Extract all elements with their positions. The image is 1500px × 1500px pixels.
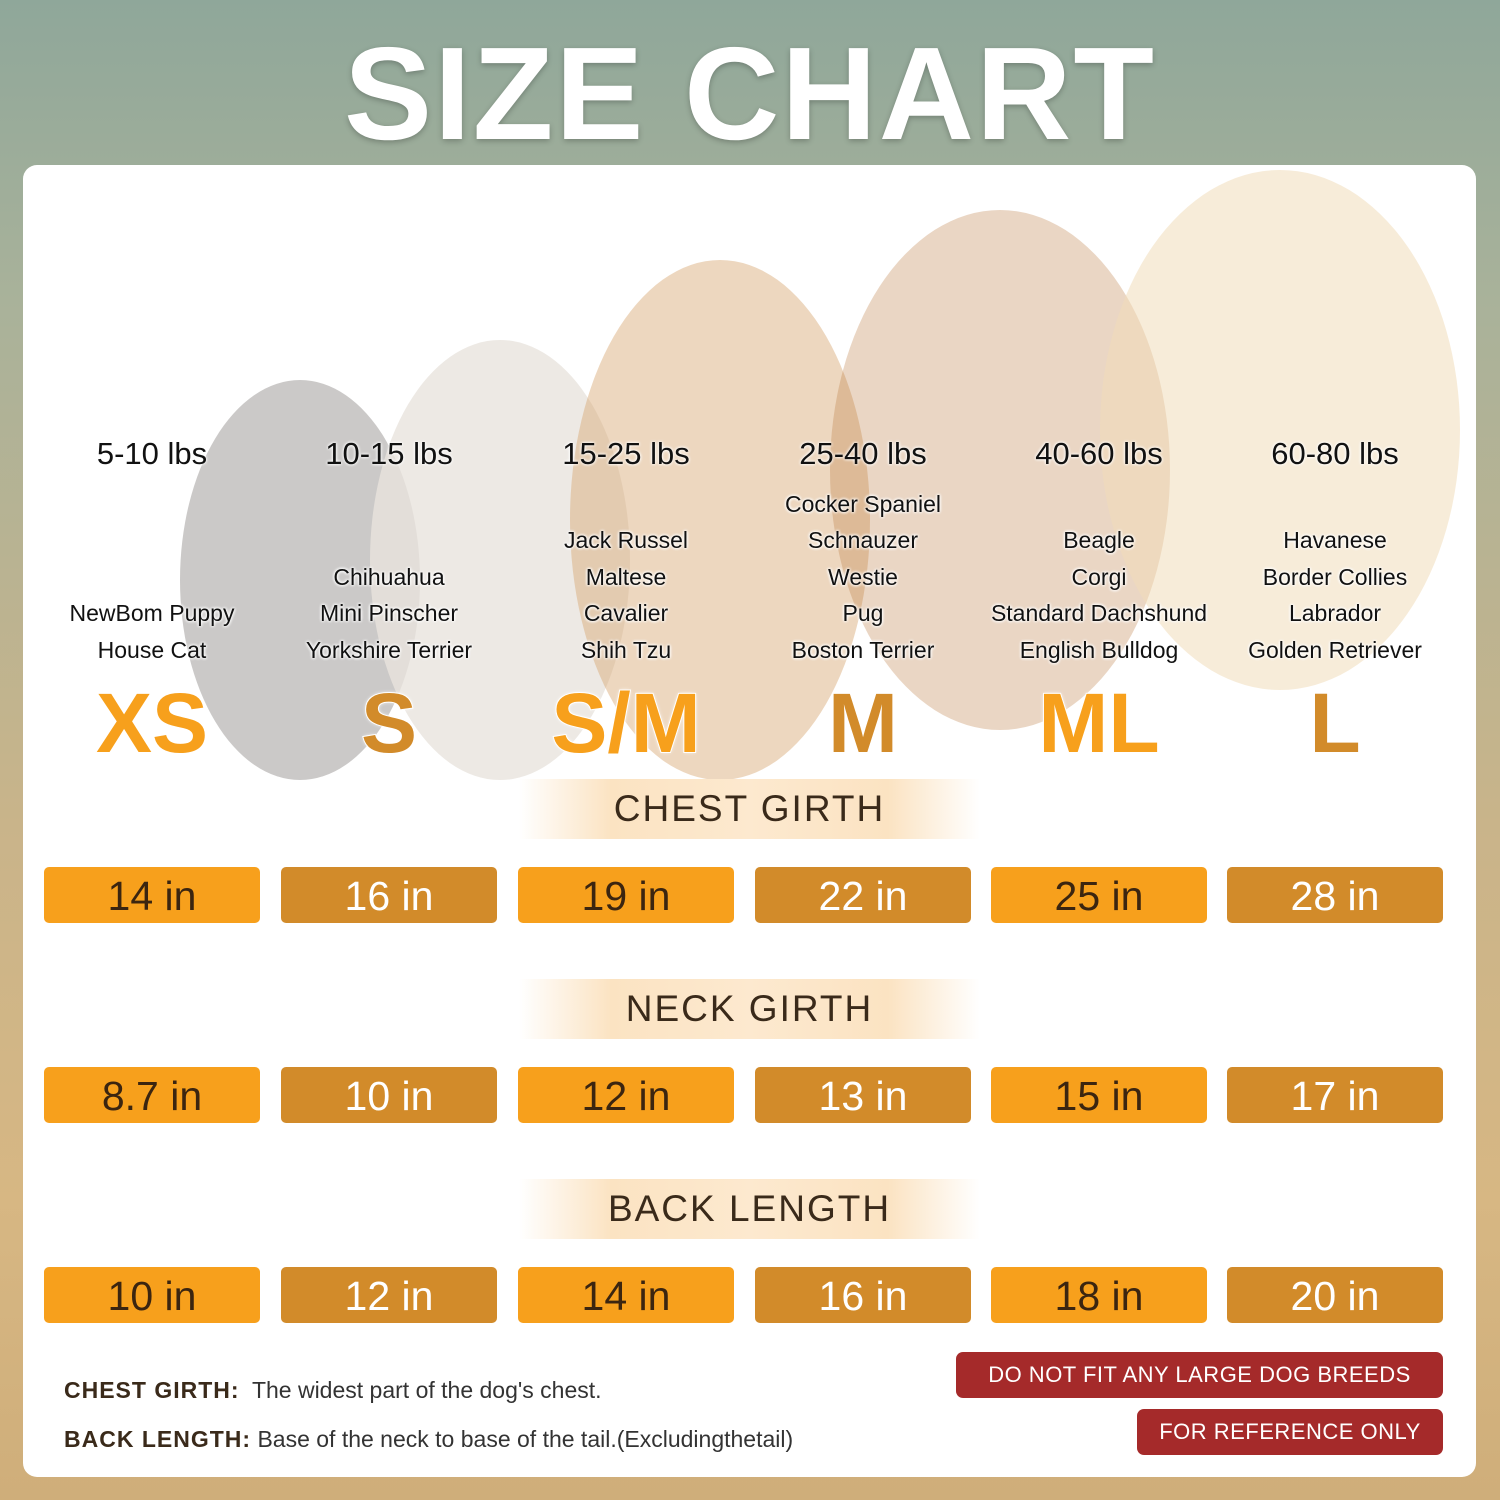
size-label-3: M: [827, 675, 899, 771]
measurement-value: 10 in: [281, 1067, 497, 1123]
breed-name: Mini Pinscher: [319, 600, 459, 626]
breed-name: Boston Terrier: [791, 636, 935, 663]
reference-only-badge: FOR REFERENCE ONLY: [1137, 1409, 1443, 1455]
measurement-value: 20 in: [1227, 1267, 1443, 1323]
weight-range-1: 10-15 lbs: [325, 436, 453, 471]
note-text: The widest part of the dog's chest.: [251, 1377, 602, 1403]
breed-name: Border Collies: [1262, 563, 1408, 590]
breed-name: Corgi: [1071, 563, 1127, 590]
breed-name: Standard Dachshund: [990, 600, 1208, 626]
measurement-value: 8.7 in: [44, 1067, 260, 1123]
measurement-value: 13 in: [755, 1067, 971, 1123]
note-text: Base of the neck to base of the tail.(Ex…: [257, 1426, 794, 1452]
weight-range-0: 5-10 lbs: [96, 436, 208, 471]
weight-range-4: 40-60 lbs: [1035, 436, 1163, 471]
measurement-value: 22 in: [755, 867, 971, 923]
measurement-value: 12 in: [518, 1067, 734, 1123]
back-length-note: BACK LENGTH: Base of the neck to base of…: [64, 1426, 793, 1453]
section-header-0: CHEST GIRTH: [519, 779, 980, 839]
measurement-value: 28 in: [1227, 867, 1443, 923]
breed-list-5: Havanese Border Collies Labrador Golden Ret…: [1205, 522, 1465, 668]
breed-name: Pug: [842, 600, 884, 626]
size-label-4: ML: [1037, 675, 1160, 771]
breed-list-3: Cocker Spaniel Schnauzer Westie Pug Boston T…: [733, 486, 993, 669]
breed-name: Westie: [828, 563, 898, 590]
breed-name: Cocker Spaniel: [785, 490, 941, 517]
size-label-1: S: [360, 675, 418, 771]
measurement-value: 10 in: [44, 1267, 260, 1323]
breed-name: Havanese: [1283, 527, 1387, 553]
breed-name: House Cat: [97, 636, 207, 663]
breed-name: Yorkshire Terrier: [305, 636, 473, 663]
measurement-value: 17 in: [1227, 1067, 1443, 1123]
breed-list-4: Beagle Corgi Standard Dachshund English Bul…: [969, 522, 1229, 668]
breed-name: Maltese: [585, 563, 667, 590]
breed-name: English Bulldog: [1019, 636, 1179, 663]
breed-name: Labrador: [1288, 600, 1382, 626]
weight-range-2: 15-25 lbs: [562, 436, 690, 471]
measurement-value: 19 in: [518, 867, 734, 923]
measurement-value: 25 in: [991, 867, 1207, 923]
breed-name: Schnauzer: [808, 527, 918, 553]
breed-name: Jack Russel: [564, 527, 688, 553]
breed-name: NewBom Puppy: [69, 600, 235, 626]
breed-list-0: NewBom Puppy House Cat: [22, 595, 282, 668]
note-term: CHEST GIRTH:: [64, 1377, 240, 1403]
chest-girth-note: CHEST GIRTH: The widest part of the dog'…: [64, 1377, 602, 1404]
measurement-value: 14 in: [518, 1267, 734, 1323]
breed-name: Shih Tzu: [580, 636, 672, 663]
size-label-0: XS: [95, 675, 209, 771]
section-header-2: BACK LENGTH: [519, 1179, 980, 1239]
size-label-2: S/M: [550, 675, 701, 771]
measurement-value: 16 in: [755, 1267, 971, 1323]
breed-list-1: Chihuahua Mini Pinscher Yorkshire Terrier: [259, 559, 519, 669]
section-header-1: NECK GIRTH: [519, 979, 980, 1039]
measurement-value: 12 in: [281, 1267, 497, 1323]
weight-range-5: 60-80 lbs: [1271, 436, 1399, 471]
breed-name: Beagle: [1063, 527, 1135, 553]
large-breed-warning-badge: DO NOT FIT ANY LARGE DOG BREEDS: [956, 1352, 1443, 1398]
weight-range-3: 25-40 lbs: [799, 436, 927, 471]
size-label-5: L: [1308, 675, 1361, 771]
breed-name: Golden Retriever: [1248, 636, 1422, 663]
measurement-value: 16 in: [281, 867, 497, 923]
measurement-value: 14 in: [44, 867, 260, 923]
measurement-value: 15 in: [991, 1067, 1207, 1123]
breed-name: Chihuahua: [333, 563, 445, 590]
breed-name: Cavalier: [583, 600, 669, 626]
page-title: SIZE CHART: [344, 20, 1156, 167]
breed-list-2: Jack Russel Maltese Cavalier Shih Tzu: [496, 522, 756, 668]
note-term: BACK LENGTH:: [64, 1426, 252, 1452]
measurement-value: 18 in: [991, 1267, 1207, 1323]
